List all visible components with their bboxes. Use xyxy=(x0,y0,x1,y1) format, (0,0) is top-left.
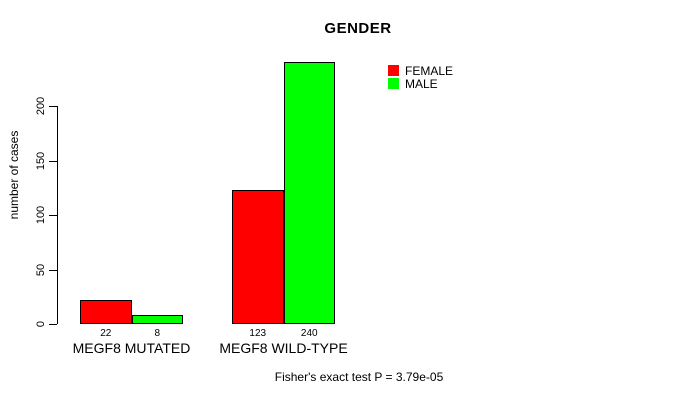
chart-title: GENDER xyxy=(324,20,392,37)
bar-value-label: 22 xyxy=(100,328,112,339)
y-axis-tick xyxy=(49,324,57,325)
bar-value-label: 123 xyxy=(249,328,267,339)
y-axis-tick-label: 100 xyxy=(35,205,47,225)
legend-label: FEMALE xyxy=(405,63,454,78)
bar-male-2 xyxy=(283,62,335,324)
y-axis-tick-label: 150 xyxy=(35,151,47,170)
bar-value-label: 240 xyxy=(300,328,318,339)
y-axis-tick-label: 50 xyxy=(35,263,47,276)
bar-value-label: 8 xyxy=(154,328,161,339)
y-axis-label: number of cases xyxy=(7,130,21,220)
legend-swatch-female xyxy=(388,65,399,76)
legend-label: MALE xyxy=(405,76,438,91)
y-axis-tick xyxy=(49,106,57,107)
legend-item-male: MALE xyxy=(388,76,453,91)
bar-female-2 xyxy=(232,189,284,324)
legend: FEMALE MALE xyxy=(388,63,454,91)
bar-male-1 xyxy=(131,315,183,324)
legend-item-female: FEMALE xyxy=(388,63,454,78)
annotation-text: Fisher's exact test P = 3.79e-05 xyxy=(274,370,444,384)
y-axis-tick xyxy=(49,160,57,162)
y-axis-tick xyxy=(49,269,57,271)
legend-swatch-male xyxy=(388,78,399,89)
bar-female-1 xyxy=(80,300,132,324)
y-axis-tick xyxy=(49,215,57,216)
y-axis-line xyxy=(57,106,58,324)
x-category-label: MEGF8 WILD-TYPE xyxy=(219,340,348,356)
y-axis-tick-label: 200 xyxy=(35,96,47,116)
y-axis-tick-label: 0 xyxy=(35,320,47,328)
x-category-label: MEGF8 MUTATED xyxy=(72,340,191,356)
